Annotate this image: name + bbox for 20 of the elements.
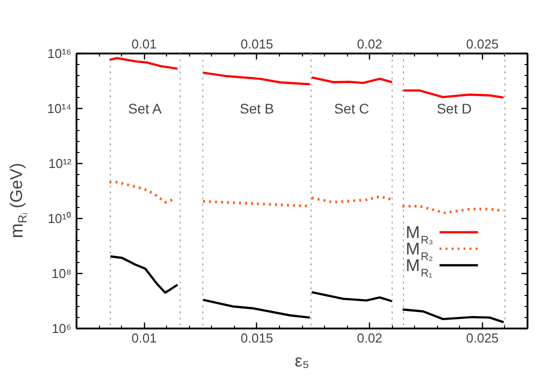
x-tick-label: 0.015 — [240, 36, 274, 52]
annotation: Set B — [240, 100, 274, 116]
annotation: Set A — [128, 100, 162, 116]
x-axis-title: ε₅ — [294, 352, 310, 370]
y-tick-label: 10¹⁴ — [47, 101, 72, 116]
y-tick-label: 10¹⁰ — [48, 211, 72, 226]
y-tick-label: 10⁸ — [52, 266, 72, 281]
x2-tick-label: 0.015 — [240, 330, 274, 346]
x2-tick-label: 0.025 — [466, 330, 499, 346]
x-tick-label: 0.01 — [132, 36, 157, 52]
x-tick-label: 0.02 — [357, 36, 382, 52]
x2-tick-label: 0.01 — [132, 330, 157, 346]
y-tick-label: 10⁶ — [52, 321, 72, 336]
y-tick-label: 10¹² — [48, 156, 72, 171]
y-tick-label: 10¹⁶ — [47, 46, 72, 61]
annotation: Set C — [334, 100, 370, 116]
annotation: Set D — [436, 100, 472, 116]
x2-tick-label: 0.02 — [357, 330, 382, 346]
y-axis-title: mRᵢ (GeV) — [6, 162, 30, 238]
x-tick-label: 0.025 — [466, 36, 499, 52]
